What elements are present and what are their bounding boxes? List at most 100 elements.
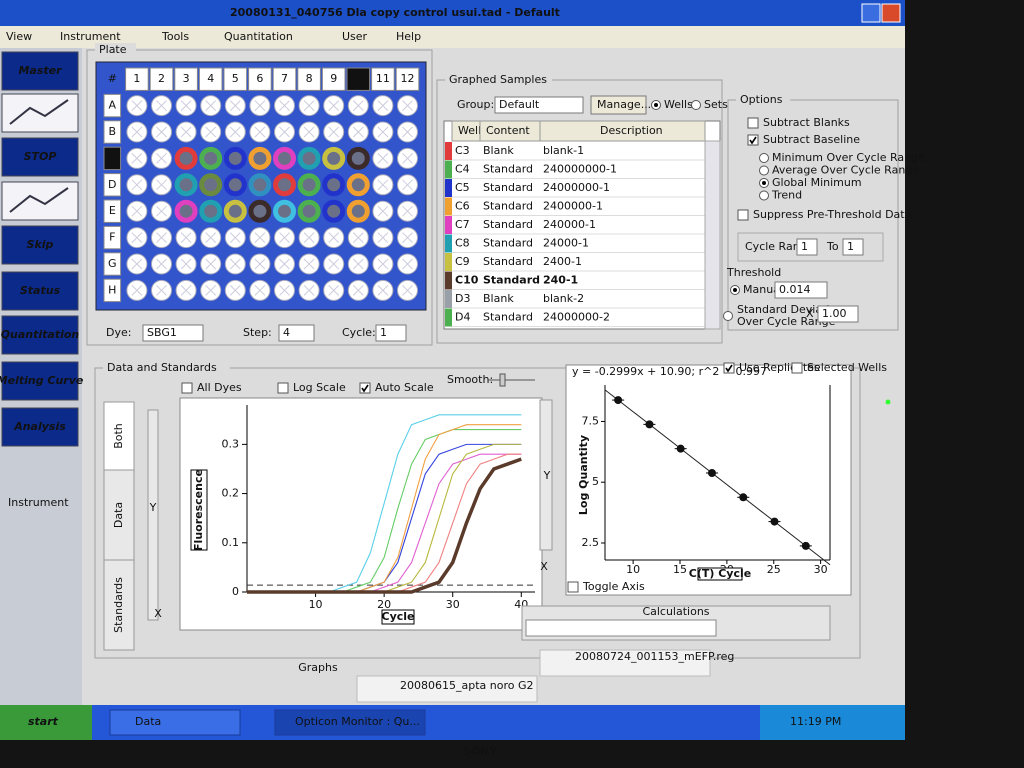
column-header[interactable]	[395, 67, 420, 91]
well[interactable]	[174, 199, 198, 223]
checkbox[interactable]	[791, 362, 803, 374]
well[interactable]	[297, 199, 321, 223]
checkbox[interactable]	[723, 362, 735, 374]
table-scrollbar[interactable]	[704, 140, 721, 330]
close-button[interactable]	[881, 3, 901, 23]
checkbox[interactable]	[277, 382, 289, 394]
input-box[interactable]	[278, 324, 315, 342]
input-box[interactable]	[774, 281, 828, 299]
checkbox[interactable]	[359, 382, 371, 394]
input-box[interactable]	[375, 324, 407, 342]
menu-item[interactable]: User	[342, 30, 368, 43]
well[interactable]	[174, 173, 198, 197]
menu-item[interactable]: Help	[396, 30, 421, 43]
column-header[interactable]	[174, 67, 198, 91]
well[interactable]	[223, 173, 247, 197]
row-header[interactable]	[103, 199, 122, 223]
axis-slider-track[interactable]	[147, 409, 159, 621]
column-header[interactable]	[125, 67, 149, 91]
taskbar-item[interactable]	[109, 709, 241, 736]
well[interactable]	[223, 146, 247, 170]
check-mark	[749, 136, 757, 145]
well[interactable]	[322, 199, 346, 223]
file-tile[interactable]	[539, 649, 711, 677]
well[interactable]	[199, 199, 223, 223]
group-box	[86, 49, 433, 346]
row-header[interactable]	[103, 93, 122, 118]
input-box[interactable]	[494, 96, 584, 114]
chart-scroll[interactable]	[539, 399, 553, 551]
input-box[interactable]	[142, 324, 204, 342]
sidebar-button[interactable]	[1, 271, 79, 311]
sidebar-button[interactable]	[1, 315, 79, 355]
input-box[interactable]	[817, 305, 859, 323]
well[interactable]	[199, 146, 223, 170]
well[interactable]	[273, 173, 296, 197]
slider-thumb[interactable]	[499, 373, 506, 387]
checkbox[interactable]	[747, 117, 759, 129]
equation: y = -0.2999x + 10.90; r^2 = 0.997	[572, 365, 767, 378]
calculations-dropdown[interactable]	[525, 619, 717, 637]
minimize-button[interactable]	[861, 3, 881, 23]
menu-item[interactable]: View	[6, 30, 32, 43]
column-header[interactable]	[321, 67, 346, 91]
sidebar-button[interactable]	[1, 137, 79, 177]
column-header[interactable]	[272, 67, 297, 91]
manage-button[interactable]	[590, 95, 647, 115]
input-box[interactable]	[842, 238, 864, 256]
row-header[interactable]	[103, 120, 122, 144]
file-tile[interactable]	[356, 675, 538, 703]
row-header[interactable]	[103, 252, 122, 276]
menu-item[interactable]: Quantitation	[224, 30, 293, 43]
well[interactable]	[273, 199, 296, 223]
start-button[interactable]	[0, 705, 92, 740]
taskbar-item[interactable]	[274, 709, 426, 736]
well[interactable]	[297, 146, 321, 170]
menu-item[interactable]: Instrument	[60, 30, 121, 43]
row-header[interactable]	[103, 225, 122, 250]
row-header[interactable]	[103, 173, 122, 197]
column-header[interactable]	[346, 67, 371, 91]
well[interactable]	[322, 146, 346, 170]
well[interactable]	[248, 199, 272, 223]
sidebar-button[interactable]	[1, 361, 79, 401]
well[interactable]	[346, 199, 370, 223]
sidebar-button[interactable]	[1, 225, 79, 265]
column-header[interactable]	[198, 67, 223, 91]
column-header[interactable]	[248, 67, 272, 91]
fit-line	[604, 389, 831, 566]
well[interactable]	[248, 146, 272, 170]
radio[interactable]	[691, 100, 701, 110]
column-header[interactable]	[297, 67, 321, 91]
well[interactable]	[174, 146, 198, 170]
row-header[interactable]	[103, 278, 122, 303]
well-cross	[205, 126, 217, 138]
row-header[interactable]	[103, 146, 122, 171]
well[interactable]	[223, 199, 247, 223]
input-box[interactable]	[796, 238, 818, 256]
column-header[interactable]	[149, 67, 174, 91]
sidebar-button[interactable]	[1, 407, 79, 447]
well[interactable]	[322, 173, 346, 197]
well[interactable]	[346, 173, 370, 197]
column-header[interactable]	[223, 67, 248, 91]
well[interactable]	[273, 146, 296, 170]
table-cell: Standard	[483, 237, 533, 250]
well[interactable]	[248, 173, 272, 197]
sidebar-button-label: Master	[18, 64, 62, 77]
radio[interactable]	[723, 311, 733, 321]
column-header[interactable]	[371, 67, 395, 91]
view-tab[interactable]	[103, 559, 135, 651]
checkbox[interactable]	[737, 209, 749, 221]
well[interactable]	[199, 173, 223, 197]
checkbox[interactable]	[181, 382, 193, 394]
checkbox[interactable]	[747, 134, 759, 146]
radio[interactable]	[759, 165, 769, 176]
radio[interactable]	[759, 153, 769, 163]
well[interactable]	[346, 146, 370, 170]
menu-item[interactable]: Tools	[161, 30, 189, 43]
radio[interactable]	[759, 190, 769, 201]
checkbox[interactable]	[567, 581, 579, 593]
sidebar-button[interactable]	[1, 51, 79, 91]
well[interactable]	[297, 173, 321, 197]
